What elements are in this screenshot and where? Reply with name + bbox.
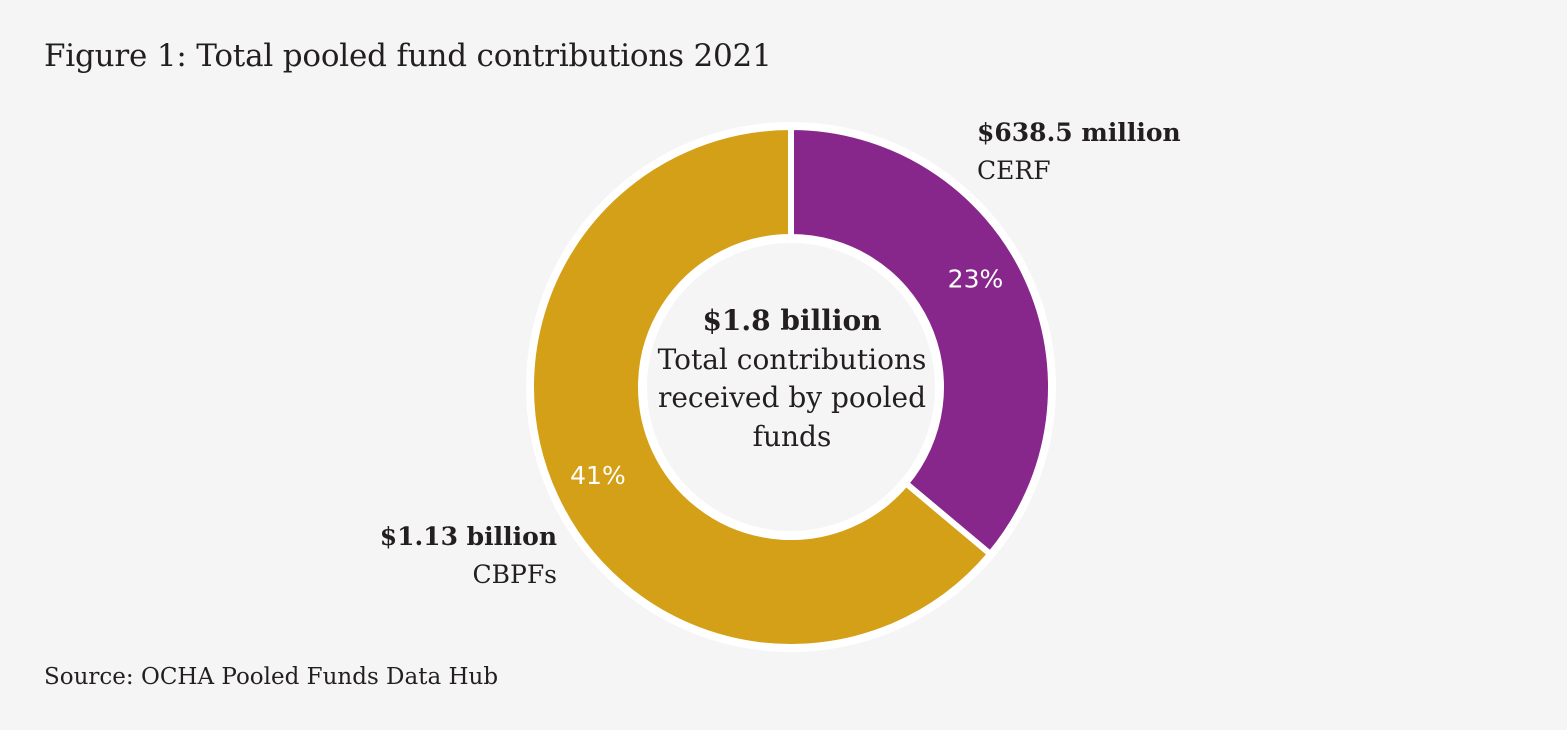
percent-label-cerf: 23% [948,265,1004,294]
cerf-amount: $638.5 million [977,118,1181,147]
cbpf-name: CBPFs [472,559,558,589]
donut-hole [641,237,941,537]
cbpf-amount: $1.13 billion [379,522,557,551]
source-note: Source: OCHA Pooled Funds Data Hub [44,664,499,690]
chart-title: Figure 1: Total pooled fund contribution… [44,38,772,74]
cerf-label: $638.5 million CERF [977,114,1181,189]
total-amount: $1.8 billion [702,304,882,337]
donut-center-label: $1.8 billion Total contributions receive… [642,302,942,457]
cerf-name: CERF [977,155,1051,185]
donut-slice-cbpfs [528,123,995,650]
total-description: Total contributions received by pooled f… [657,342,927,453]
cbpf-label: $1.13 billion CBPFs [380,518,557,593]
percent-label-cbpfs: 41% [570,461,626,490]
